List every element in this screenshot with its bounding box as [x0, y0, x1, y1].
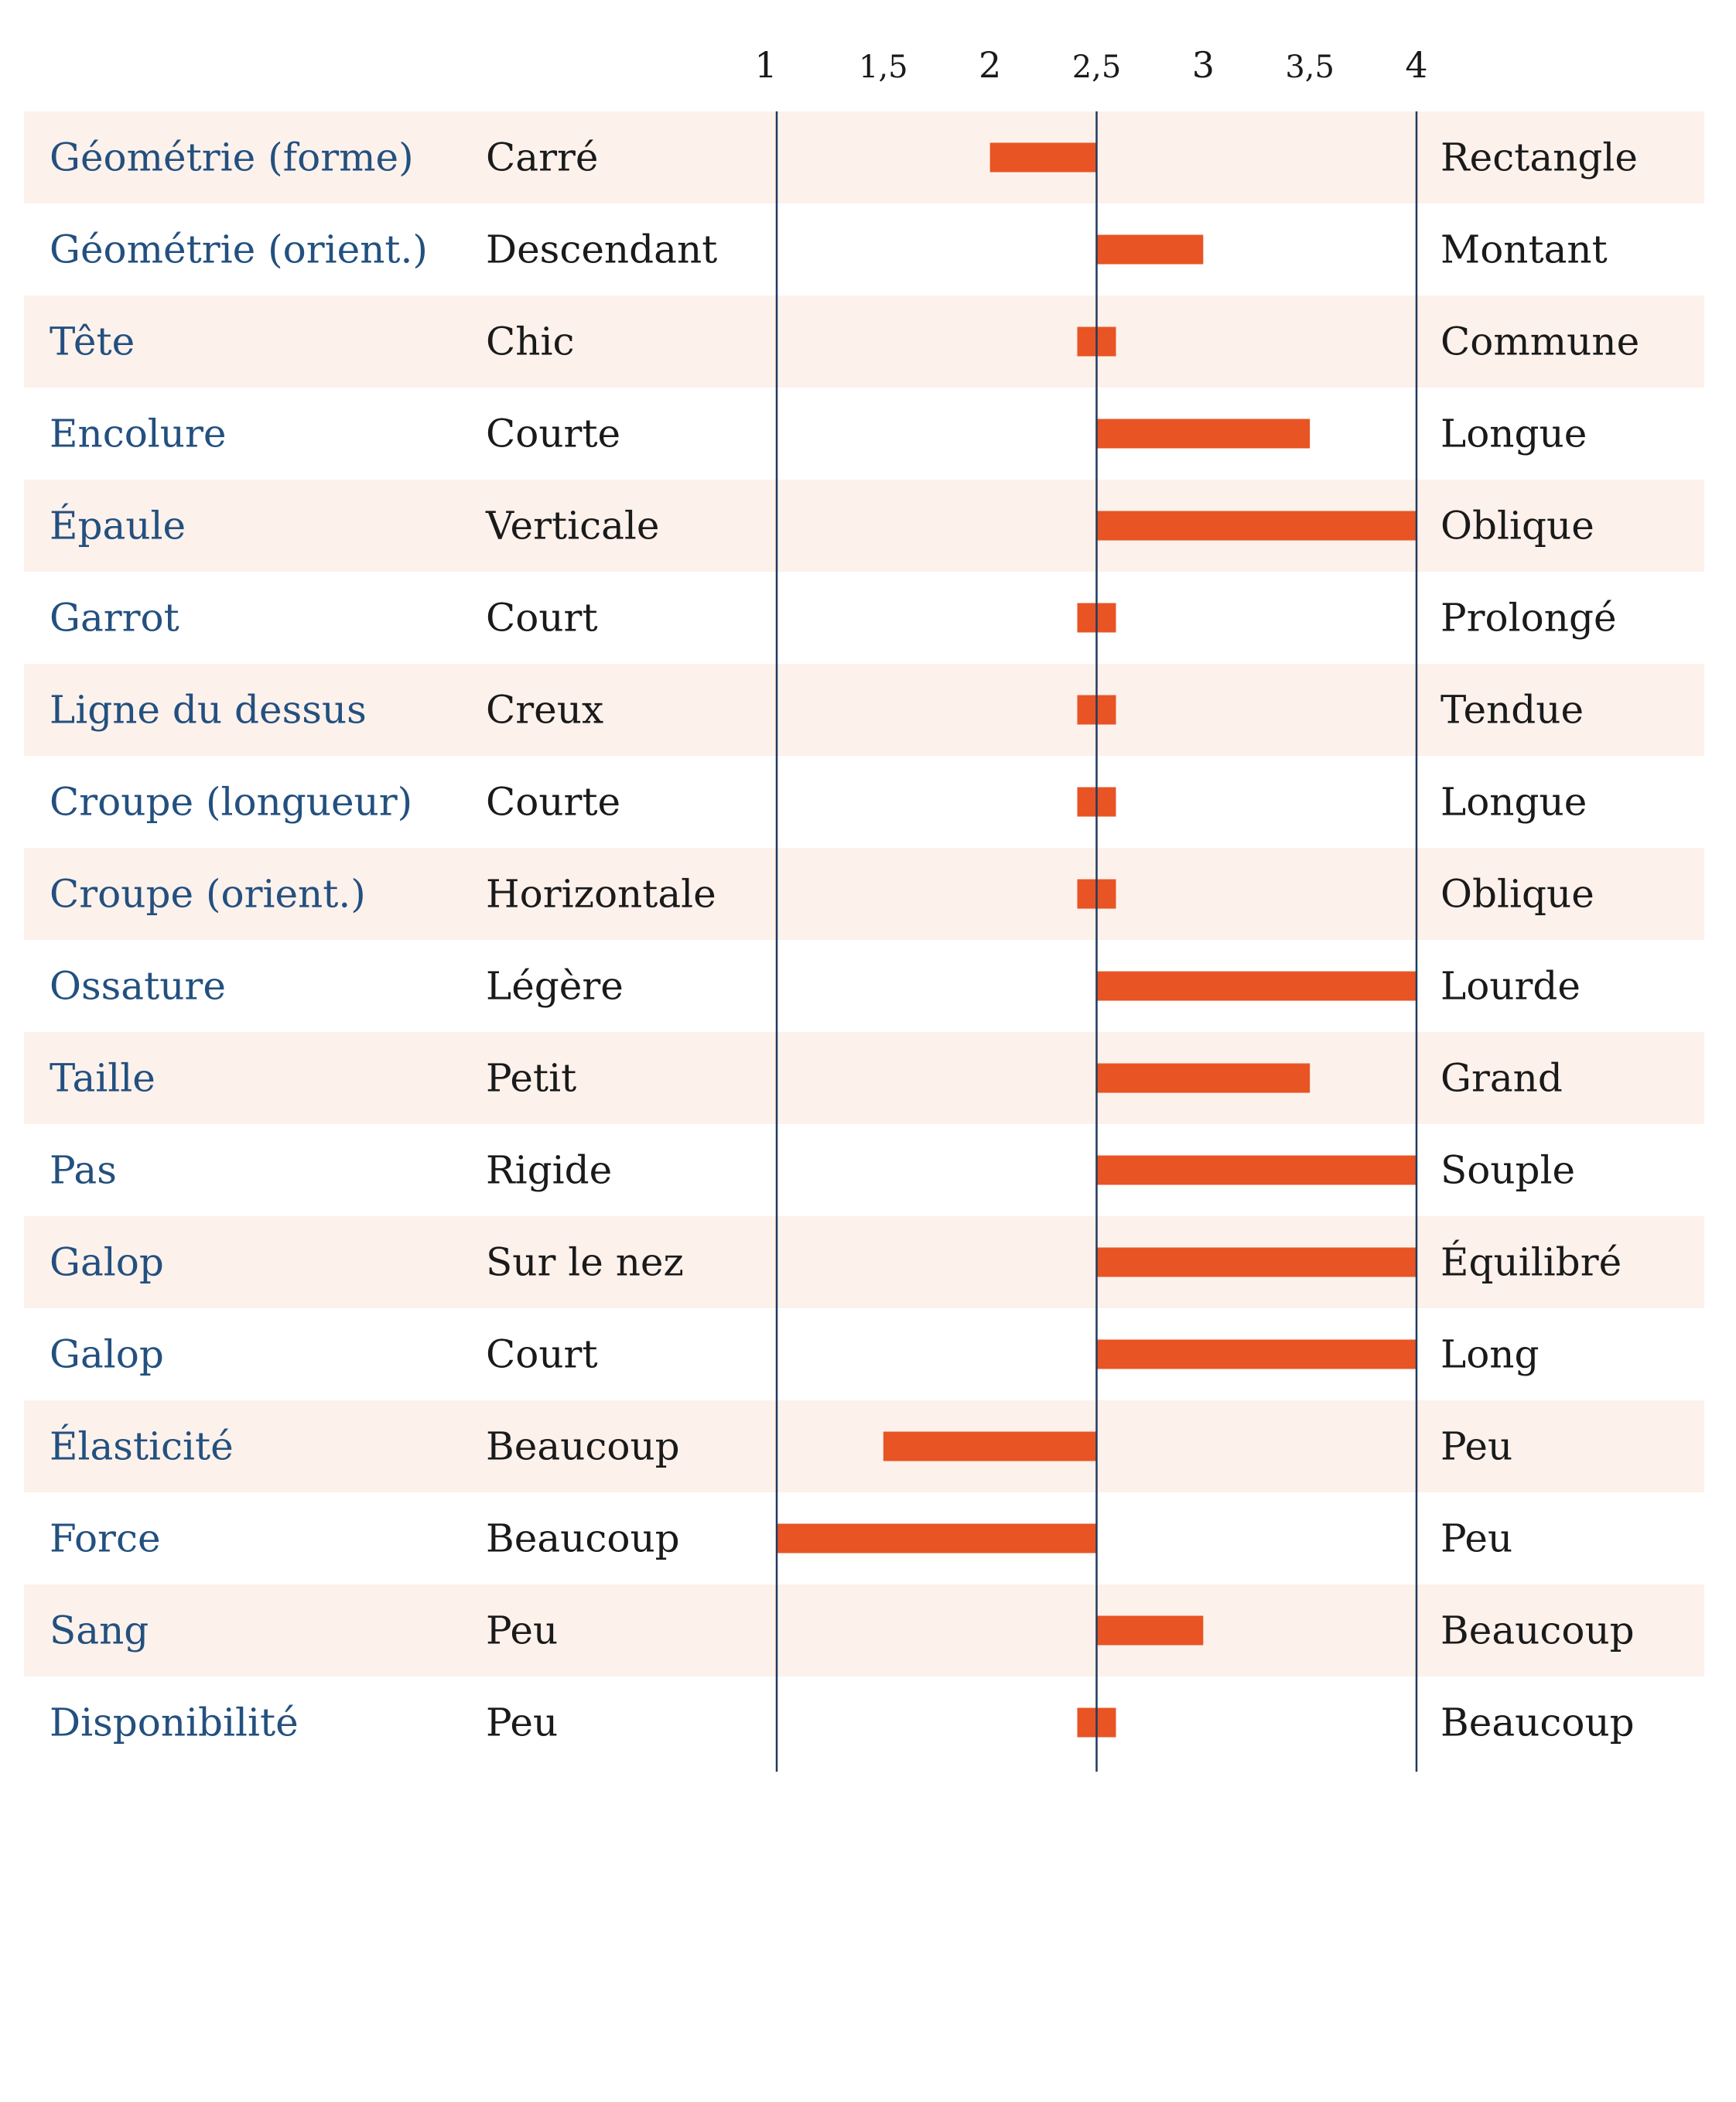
high-pole-label: Équilibré [1440, 1239, 1622, 1285]
value-bar [1096, 971, 1416, 1001]
value-bar [1096, 1155, 1416, 1185]
x-axis-ticks: 1 1,5 2 2,5 3 3,5 4 [754, 44, 1427, 86]
value-bar [1096, 1247, 1416, 1277]
high-pole-label: Longue [1440, 780, 1587, 825]
trait-label: Pas [50, 1148, 117, 1193]
high-pole-label: Rectangle [1440, 135, 1638, 180]
trait-label: Tête [50, 320, 135, 364]
high-pole-label: Commune [1440, 320, 1639, 364]
row-backgrounds [24, 111, 1704, 1676]
trait-label: Croupe (orient.) [50, 872, 366, 917]
value-bar [883, 1431, 1097, 1461]
high-pole-label: Long [1440, 1332, 1540, 1377]
x-tick-label: 3 [1192, 44, 1215, 86]
low-pole-label: Verticale [485, 504, 660, 549]
trait-label: Force [50, 1516, 161, 1561]
x-tick-label: 1,5 [859, 50, 908, 85]
row-stripe [24, 480, 1704, 572]
value-bar [1096, 1615, 1204, 1646]
trait-label: Ligne du dessus [50, 688, 367, 733]
value-bar [1096, 234, 1204, 265]
high-pole-label: Beaucoup [1440, 1700, 1635, 1745]
low-pole-label: Horizontale [486, 872, 716, 917]
trait-label: Garrot [50, 596, 179, 641]
low-pole-label: Courte [486, 412, 620, 456]
high-pole-label: Beaucoup [1440, 1608, 1635, 1653]
low-pole-label: Creux [486, 688, 603, 733]
value-bar [1096, 511, 1416, 541]
high-pole-label: Longue [1440, 412, 1587, 456]
low-pole-label: Rigide [486, 1148, 612, 1193]
x-tick-label: 3,5 [1285, 50, 1334, 85]
trait-label: Épaule [50, 503, 186, 549]
low-pole-label: Descendant [486, 227, 717, 272]
high-pole-label: Lourde [1440, 964, 1581, 1009]
row-stripe [24, 1032, 1704, 1124]
value-bar [989, 142, 1097, 173]
trait-label: Taille [50, 1056, 155, 1101]
trait-label: Élasticité [50, 1424, 234, 1469]
high-pole-label: Grand [1440, 1056, 1563, 1101]
high-pole-label: Oblique [1440, 504, 1594, 549]
x-tick-label: 2,5 [1072, 50, 1122, 85]
low-pole-label: Peu [486, 1608, 558, 1653]
low-pole-label: Beaucoup [486, 1516, 680, 1561]
high-pole-label: Prolongé [1440, 596, 1617, 641]
row-stripe [24, 848, 1704, 940]
low-pole-label: Sur le nez [486, 1240, 684, 1285]
trait-label: Galop [50, 1332, 164, 1377]
trait-label: Géométrie (orient.) [50, 227, 428, 272]
high-pole-label: Tendue [1440, 688, 1584, 733]
high-pole-label: Peu [1440, 1516, 1512, 1561]
low-pole-label: Beaucoup [486, 1424, 680, 1469]
x-tick-label: 4 [1405, 44, 1427, 86]
trait-label: Galop [50, 1240, 164, 1285]
low-pole-label: Carré [486, 135, 598, 180]
trait-label: Ossature [50, 964, 226, 1009]
row-stripe [24, 1584, 1704, 1676]
reference-lines [775, 111, 1418, 1772]
x-tick-label: 2 [979, 44, 1001, 86]
value-bar [1096, 419, 1311, 449]
trait-label: Géométrie (forme) [50, 135, 414, 180]
low-pole-label: Légère [486, 964, 624, 1009]
trait-label: Sang [50, 1608, 149, 1653]
value-bar [777, 1523, 1097, 1553]
low-pole-label: Peu [486, 1700, 558, 1745]
trait-label: Disponibilité [50, 1700, 299, 1745]
row-stripe [24, 1216, 1704, 1308]
low-pole-label: Court [486, 1332, 598, 1377]
trait-label: Croupe (longueur) [50, 780, 412, 825]
high-pole-label: Oblique [1440, 872, 1594, 917]
value-bars [777, 142, 1416, 1738]
value-bar [1096, 1063, 1311, 1093]
low-pole-label: Petit [486, 1056, 576, 1101]
x-tick-label: 1 [754, 44, 777, 86]
low-pole-label: Chic [486, 320, 574, 364]
high-pole-label: Montant [1440, 227, 1608, 272]
row-stripe [24, 111, 1704, 203]
trait-label: Encolure [50, 412, 227, 456]
row-stripe [24, 296, 1704, 388]
row-labels: Géométrie (forme) Carré Rectangle Géométrie… [50, 135, 1639, 1745]
low-pole-label: Courte [486, 780, 620, 825]
row-stripe [24, 1400, 1704, 1492]
row-stripe [24, 664, 1704, 756]
high-pole-label: Souple [1440, 1148, 1575, 1193]
high-pole-label: Peu [1440, 1424, 1512, 1469]
value-bar [1096, 1339, 1416, 1369]
low-pole-label: Court [486, 596, 598, 641]
